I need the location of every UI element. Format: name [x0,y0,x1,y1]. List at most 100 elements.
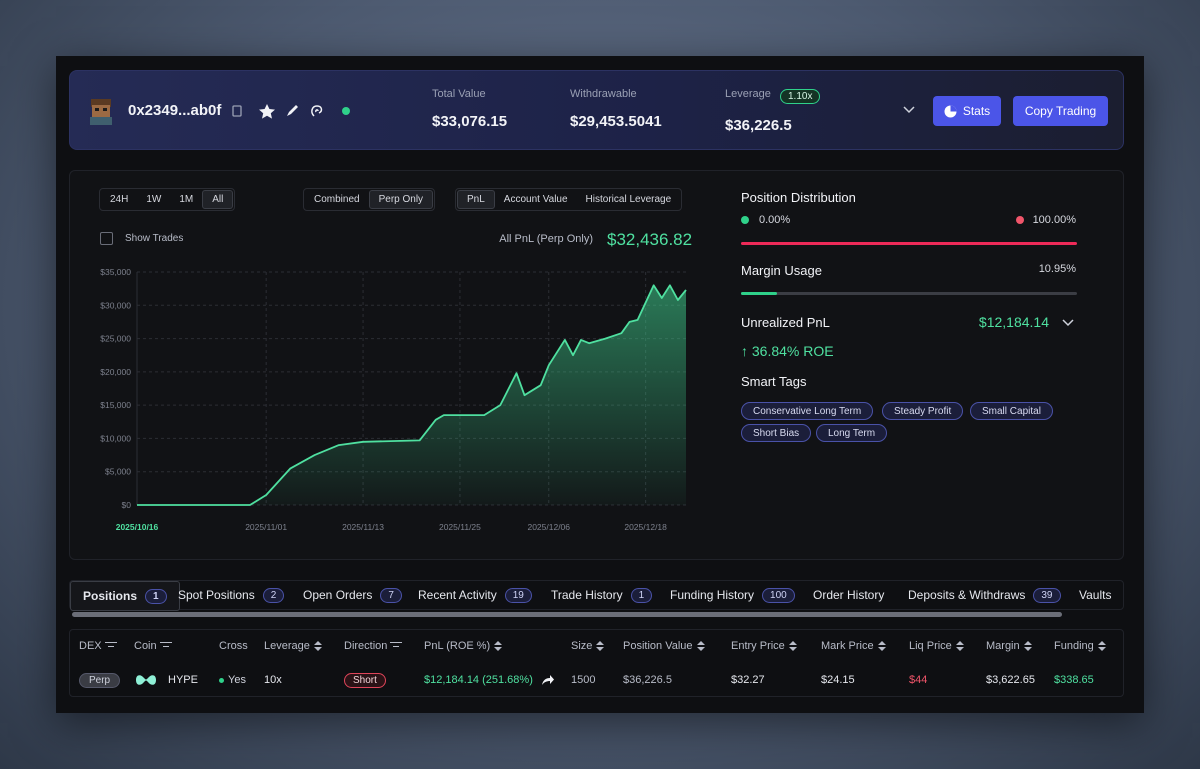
smart-tag: Small Capital [970,402,1053,420]
column-header[interactable]: PnL (ROE %) [424,640,503,652]
margin-fill [741,292,777,295]
cell: $36,226.5 [623,673,672,687]
sort-icon [313,641,322,651]
tab[interactable]: Positions 1 [70,581,180,611]
button-label: Stats [962,104,991,118]
margin-usage-value: 10.95% [1038,263,1076,275]
cell-text: 10x [264,674,282,686]
column-title: Size [571,640,593,652]
column-header[interactable]: Leverage [264,640,322,652]
status-dot [219,677,224,683]
header-icons [232,104,350,119]
show-trades-label: Show Trades [125,233,184,244]
stat-label: Withdrawable [570,88,637,100]
column-header[interactable]: Size [571,640,605,652]
column-header[interactable]: Direction [344,640,403,652]
tab[interactable]: Open Orders 7 [291,581,414,609]
column-title: Direction [344,640,388,652]
selector-option[interactable]: PnL [457,190,495,209]
positions-table: DEX Coin Cross Leverage Direction PnL (ROE %)… [69,629,1124,697]
smart-tag: Long Term [816,424,888,442]
selector-option[interactable]: Perp Only [368,190,434,209]
listen-icon[interactable] [311,105,323,117]
expand-chevron[interactable] [1062,318,1074,327]
selector-option[interactable]: 1W [146,194,162,205]
margin-track [741,292,1077,295]
x-tick-label: 2025/12/06 [527,522,570,532]
tab-label: Vaults [1079,588,1112,602]
cell: 10x [264,673,282,687]
y-tick-label: $25,000 [100,334,131,344]
cell: $24.15 [821,673,855,687]
cell: $338.65 [1054,673,1094,687]
avatar [90,99,112,125]
sort-icon [788,641,797,651]
coin-logo [136,675,156,685]
column-header[interactable]: Funding [1054,640,1106,652]
share-icon[interactable] [541,674,555,686]
tab-label: Order History [813,588,885,602]
tab[interactable]: Vaults [1067,581,1123,609]
y-tick-label: $20,000 [100,367,131,377]
star-icon[interactable] [259,104,275,119]
column-title: Mark Price [821,640,874,652]
tab[interactable]: Spot Positions 2 [166,581,296,609]
column-header[interactable]: Entry Price [731,640,797,652]
area-fill [137,285,686,505]
smart-tag: Steady Profit [882,402,964,420]
column-header[interactable]: Margin [986,640,1032,652]
y-tick-label: $10,000 [100,433,131,443]
cell-text: $44 [909,674,928,686]
dropdown-chevron[interactable] [903,105,915,115]
selector-option[interactable]: Historical Leverage [585,194,672,205]
tab-label: Funding History [670,588,755,602]
header-card: 0x2349...ab0f Total Value $33,076.15 Wit… [69,70,1124,150]
column-header[interactable]: Cross [219,640,248,652]
direction-badge: Short [344,672,386,688]
column-header[interactable]: Liq Price [909,640,964,652]
roe: ↑ 36.84% ROE [741,343,834,359]
cell-text: 1500 [571,674,596,686]
tab-count: 2 [262,587,285,603]
pie-icon [944,105,957,117]
selector-option[interactable]: All [202,190,234,209]
column-title: Leverage [264,640,310,652]
cell: $3,622.65 [986,673,1035,687]
sort-icon [877,641,886,651]
column-title: Position Value [623,640,693,652]
selector-option[interactable]: Account Value [503,194,568,205]
show-trades-checkbox[interactable] [100,232,113,245]
tab[interactable]: Funding History 100 [658,581,807,609]
tab-count: 1 [630,587,653,603]
cell-text: $36,226.5 [623,674,672,686]
column-header[interactable]: DEX [79,640,117,652]
tab-count: 100 [762,587,795,603]
cell-text: $24.15 [821,674,855,686]
stats-button[interactable]: Stats [933,96,1001,126]
dex-badge: Perp [79,672,121,688]
cell-text: Yes [228,674,246,686]
tab[interactable]: Deposits & Withdraws 39 [896,581,1073,609]
cell-text: $32.27 [731,674,765,686]
smart-tag: Conservative Long Term [741,402,874,420]
selector-option[interactable]: 24H [110,194,129,205]
mode-selector: Combined Perp Only [303,188,436,211]
column-header[interactable]: Coin [134,640,172,652]
column-header[interactable]: Mark Price [821,640,886,652]
column-title: Entry Price [731,640,785,652]
edit-icon[interactable] [287,105,298,116]
y-tick-label: $35,000 [100,267,131,277]
sort-icon [696,641,705,651]
column-header[interactable]: Position Value [623,640,705,652]
copy-trading-button[interactable]: Copy Trading [1013,96,1108,126]
sort-icon [596,641,605,651]
tab[interactable]: Trade History 1 [539,581,664,609]
short-share: 100.00% [1032,214,1076,226]
tab[interactable]: Recent Activity 19 [406,581,544,609]
copy-icon[interactable] [232,105,242,117]
cell: $32.27 [731,673,765,687]
selector-option[interactable]: 1M [179,194,194,205]
tab[interactable]: Order History [801,581,896,609]
selector-option[interactable]: Combined [314,194,360,205]
button-label: Copy Trading [1024,104,1097,118]
